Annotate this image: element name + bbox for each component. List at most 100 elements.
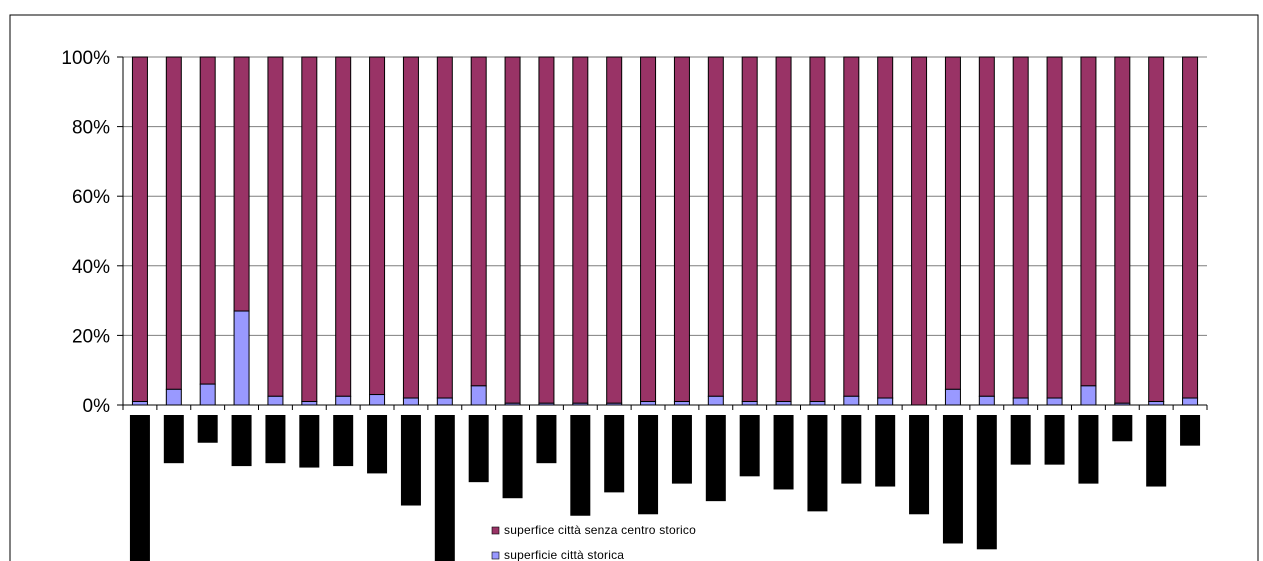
bar-segment <box>673 56 690 403</box>
lower-bar <box>163 415 184 464</box>
lower-bar <box>265 415 286 464</box>
bar-segment <box>911 56 928 406</box>
lower-bar <box>604 415 625 493</box>
lower-bar <box>671 415 692 484</box>
bar-segment <box>301 401 318 406</box>
bar-segment <box>1148 56 1165 403</box>
lower-bar <box>570 415 591 516</box>
bar-segment <box>1046 56 1063 399</box>
y-tick-label: 0% <box>83 396 111 417</box>
y-tick-label: 60% <box>72 187 110 208</box>
lower-bar <box>1044 415 1065 465</box>
bar-segment <box>1080 56 1097 387</box>
bar-segment <box>877 397 894 406</box>
bar-segment <box>470 56 487 387</box>
lower-bars <box>129 415 1201 561</box>
bar-segment <box>741 56 758 403</box>
bar-segment <box>301 56 318 403</box>
bar-segment <box>233 310 250 406</box>
bar-segment <box>775 401 792 406</box>
bar-segment <box>877 56 894 399</box>
bar-segment <box>741 401 758 406</box>
lower-bar <box>1180 415 1201 446</box>
bar-segment <box>673 401 690 406</box>
bar-segment <box>131 401 148 406</box>
bar-segment <box>538 56 555 404</box>
lower-bar <box>299 415 320 468</box>
bar-segment <box>165 388 182 406</box>
bar-segment <box>267 56 284 397</box>
lower-bar <box>468 415 489 483</box>
bar-segment <box>606 56 623 404</box>
legend: superfice città senza centro storico sup… <box>491 523 696 561</box>
bar-segment <box>504 56 521 404</box>
lower-bar <box>875 415 896 487</box>
bar-segment <box>369 56 386 396</box>
bar-segment <box>199 56 216 385</box>
bar-segment <box>809 56 826 403</box>
bar-segment <box>369 394 386 406</box>
bar-segment <box>1182 397 1199 406</box>
lower-bar <box>197 415 218 443</box>
bar-segment <box>470 385 487 406</box>
bar-segment <box>335 395 352 406</box>
bar-segment <box>978 395 995 406</box>
bar-segment <box>402 397 419 406</box>
bar-segment <box>233 56 250 312</box>
lower-bar <box>1078 415 1099 484</box>
bar-segment <box>267 395 284 406</box>
lower-bar <box>705 415 726 502</box>
bar-segment <box>199 383 216 406</box>
bar-segment <box>131 56 148 403</box>
legend-label-series-1: superficie città storica <box>504 548 624 561</box>
lower-bar <box>976 415 997 550</box>
y-tick-label: 20% <box>72 326 110 347</box>
bar-segment <box>1012 56 1029 399</box>
bar-segment <box>944 56 961 390</box>
stacked-bars <box>131 56 1199 406</box>
bar-segment <box>640 401 657 406</box>
bar-segment <box>572 56 589 404</box>
bar-segment <box>335 56 352 397</box>
lower-bar <box>367 415 388 474</box>
lower-bar <box>1010 415 1031 465</box>
lower-bar <box>231 415 252 467</box>
bar-segment <box>1182 56 1199 399</box>
lower-bar <box>333 415 354 467</box>
lower-bar <box>434 415 455 561</box>
axes <box>122 57 1207 406</box>
lower-bar <box>841 415 862 484</box>
y-tick-labels: 0% 20% 40% 60% 80% 100% <box>61 48 110 417</box>
lower-bar <box>807 415 828 512</box>
legend-swatch-series-1 <box>491 551 500 560</box>
y-tick-label: 80% <box>72 118 110 139</box>
bar-segment <box>1046 397 1063 406</box>
bar-segment <box>843 56 860 397</box>
bar-segment <box>1148 401 1165 406</box>
bar-segment <box>1012 397 1029 406</box>
legend-label-series-2: superfice città senza centro storico <box>504 523 696 537</box>
bar-segment <box>775 56 792 403</box>
bar-segment <box>165 56 182 390</box>
bar-segment <box>640 56 657 403</box>
legend-swatch-series-2 <box>491 526 500 535</box>
bar-segment <box>402 56 419 399</box>
bar-segment <box>978 56 995 397</box>
lower-bar <box>536 415 557 464</box>
lower-bar <box>1146 415 1167 487</box>
bar-segment <box>1080 385 1097 406</box>
lower-bar <box>1112 415 1133 442</box>
bar-segment <box>809 401 826 406</box>
lower-bar <box>942 415 963 544</box>
lower-bar <box>773 415 794 490</box>
lower-bar <box>909 415 930 515</box>
bar-segment <box>843 395 860 406</box>
bar-segment <box>1114 56 1131 404</box>
bar-segment <box>707 56 724 397</box>
plot-area <box>123 57 1207 405</box>
bar-segment <box>436 56 453 399</box>
lower-bar <box>400 415 421 506</box>
bar-segment <box>707 395 724 406</box>
bar-segment <box>436 397 453 406</box>
